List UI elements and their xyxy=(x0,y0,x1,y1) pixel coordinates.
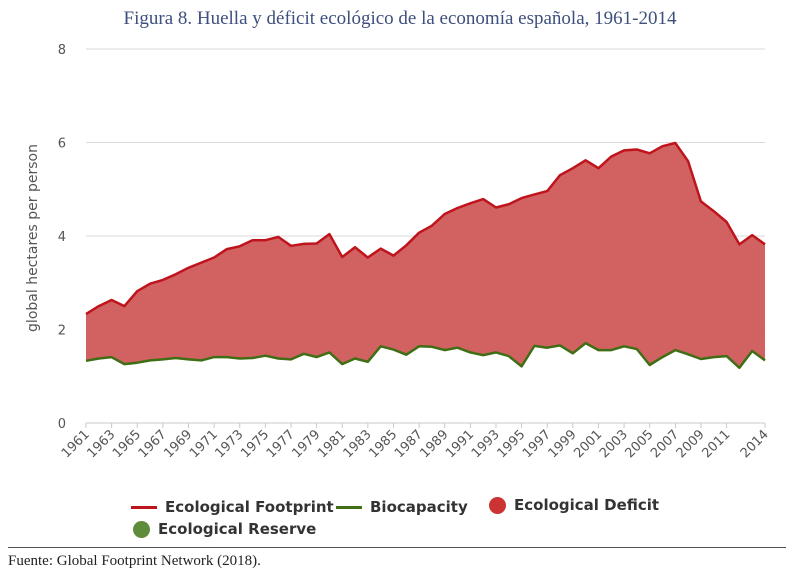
x-tick-label: 2007 xyxy=(648,427,682,461)
legend-item-ecological-reserve[interactable]: Ecological Reserve xyxy=(133,520,316,538)
x-tick-label: 1977 xyxy=(264,427,298,461)
legend-item-biocapacity[interactable]: Biocapacity xyxy=(336,498,468,516)
y-tick-label: 0 xyxy=(58,417,66,432)
x-tick-label: 2014 xyxy=(738,427,772,461)
y-tick-label: 6 xyxy=(58,137,66,152)
chart-legend: Ecological Footprint Biocapacity Ecologi… xyxy=(0,494,800,546)
legend-item-ecological-deficit[interactable]: Ecological Deficit xyxy=(489,496,659,514)
x-tick-label: 1999 xyxy=(546,427,580,461)
biocapacity-line xyxy=(85,341,766,370)
source-note: Fuente: Global Footprint Network (2018). xyxy=(8,553,261,569)
legend-label-ecological-footprint: Ecological Footprint xyxy=(165,498,334,516)
x-tick-label: 1997 xyxy=(520,427,554,461)
footer-divider xyxy=(8,547,786,548)
x-tick-label: 1969 xyxy=(161,427,195,461)
x-tick-label: 1993 xyxy=(469,427,503,461)
y-tick-label: 2 xyxy=(58,324,66,339)
x-tick-label: 2005 xyxy=(623,427,657,461)
legend-label-ecological-reserve: Ecological Reserve xyxy=(158,520,317,538)
x-tick-label: 1965 xyxy=(110,427,144,461)
legend-swatch-ecological-deficit xyxy=(489,496,506,514)
x-tick-label: 2011 xyxy=(699,427,733,461)
ecological-footprint-line xyxy=(85,141,766,316)
x-tick-label: 1967 xyxy=(136,427,170,461)
legend-label-biocapacity: Biocapacity xyxy=(370,498,468,516)
legend-label-ecological-deficit: Ecological Deficit xyxy=(514,496,660,514)
x-tick-label: 1995 xyxy=(494,427,528,461)
x-tick-label: 2009 xyxy=(674,427,708,461)
legend-swatch-biocapacity xyxy=(336,505,362,509)
x-tick-label: 1973 xyxy=(213,427,247,461)
y-axis-label: global hectares per person xyxy=(25,144,41,332)
x-tick-label: 1971 xyxy=(187,427,221,461)
legend-swatch-ecological-reserve xyxy=(133,520,150,538)
x-tick-label: 1981 xyxy=(315,427,349,461)
x-tick-label: 1985 xyxy=(366,427,400,461)
ecological-deficit-area xyxy=(86,143,765,368)
x-tick-label: 2001 xyxy=(571,427,605,461)
x-tick-label: 1987 xyxy=(392,427,426,461)
x-tick-label: 1975 xyxy=(238,427,272,461)
legend-swatch-ecological-footprint xyxy=(131,505,157,509)
x-tick-label: 1979 xyxy=(289,427,323,461)
x-tick-label: 1989 xyxy=(418,427,452,461)
legend-item-ecological-footprint[interactable]: Ecological Footprint xyxy=(131,498,334,516)
x-tick-label: 1961 xyxy=(59,427,93,461)
x-tick-label: 1963 xyxy=(84,427,118,461)
x-tick-label: 1983 xyxy=(341,427,375,461)
x-tick-label: 1991 xyxy=(443,427,477,461)
x-tick-label: 2003 xyxy=(597,427,631,461)
y-tick-label: 4 xyxy=(58,230,66,245)
chart-title: Figura 8. Huella y déficit ecológico de … xyxy=(123,8,677,29)
y-tick-label: 8 xyxy=(58,43,66,58)
